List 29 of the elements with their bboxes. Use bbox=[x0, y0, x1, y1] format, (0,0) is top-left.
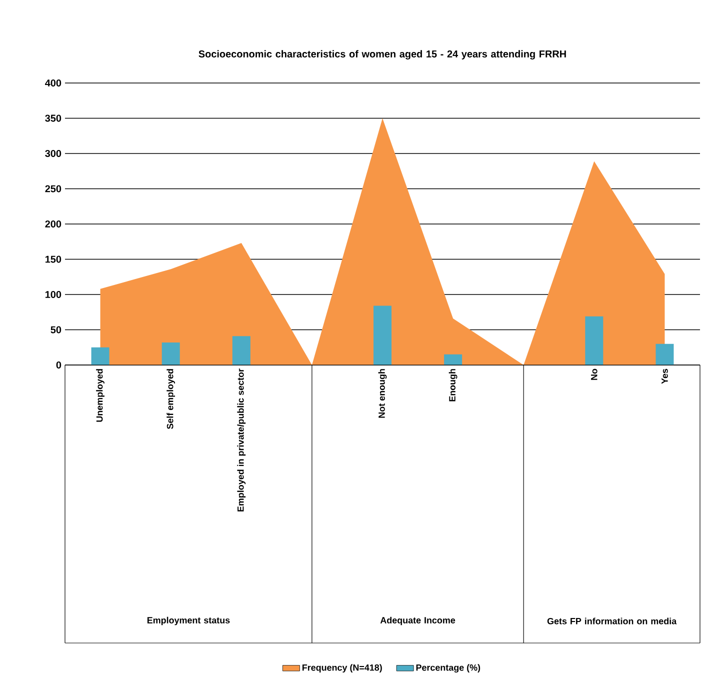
y-tick-label: 200 bbox=[45, 220, 62, 228]
y-tick-label: 350 bbox=[45, 114, 62, 122]
x-tick-label: Unemployed bbox=[96, 369, 104, 422]
y-tick-label: 400 bbox=[45, 79, 62, 87]
legend-label: Frequency (N=418) bbox=[302, 664, 382, 673]
y-tick-label: 250 bbox=[45, 185, 62, 192]
bar bbox=[656, 344, 674, 365]
bar bbox=[374, 306, 392, 365]
chart-title: Socioeconomic characteristics of women aged 15 - 24 years attending FRRH bbox=[198, 50, 566, 60]
x-tick-label: Enough bbox=[448, 369, 458, 402]
bar bbox=[232, 336, 250, 365]
bar bbox=[91, 347, 110, 365]
bar bbox=[444, 354, 462, 365]
x-tick-label: No bbox=[591, 368, 598, 380]
text: Employment status bbox=[147, 616, 230, 626]
y-tick-label: 100 bbox=[45, 290, 62, 298]
x-tick-label: Yes bbox=[662, 368, 668, 384]
legend-label: Percentage (%) bbox=[416, 664, 480, 673]
y-tick-label: 150 bbox=[45, 256, 62, 263]
y-tick-label: 300 bbox=[45, 150, 62, 158]
x-tick-label: Not enough bbox=[378, 369, 387, 418]
y-tick-label: 0 bbox=[56, 361, 62, 369]
x-tick-label: Employed in private/public sector bbox=[237, 368, 246, 512]
text: Adequate Income bbox=[380, 616, 456, 626]
text: Gets FP information on media bbox=[547, 618, 677, 624]
bar bbox=[162, 342, 180, 365]
x-tick-label: Self employed bbox=[166, 369, 176, 430]
y-tick-label: 50 bbox=[50, 326, 62, 334]
bar bbox=[585, 316, 604, 365]
